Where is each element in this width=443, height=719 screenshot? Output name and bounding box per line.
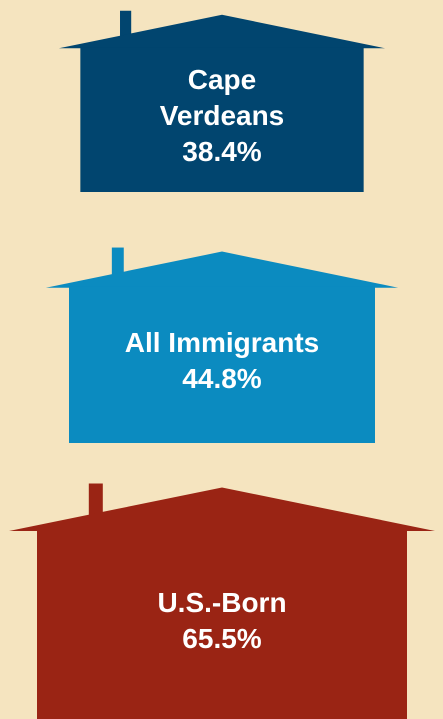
house-body [80, 47, 364, 192]
house-label: U.S.-Born 65.5% [72, 585, 372, 657]
value-label: 44.8% [182, 362, 262, 394]
chimney [111, 247, 124, 283]
roof [45, 251, 399, 288]
value-label: 65.5% [182, 622, 262, 654]
value-label: 38.4% [182, 135, 262, 167]
house [45, 247, 399, 443]
category-label: Cape Verdeans [159, 63, 285, 131]
roof [9, 487, 435, 531]
category-label: All Immigrants [124, 326, 320, 358]
house-label: All Immigrants 44.8% [87, 325, 357, 397]
chimney [120, 10, 132, 44]
house [9, 483, 435, 719]
category-label: U.S.-Born [157, 586, 287, 618]
house-label: Cape Verdeans 38.4% [142, 62, 302, 170]
house [58, 10, 386, 192]
house-body [69, 286, 375, 443]
roof [58, 14, 386, 49]
house-body [37, 530, 407, 719]
